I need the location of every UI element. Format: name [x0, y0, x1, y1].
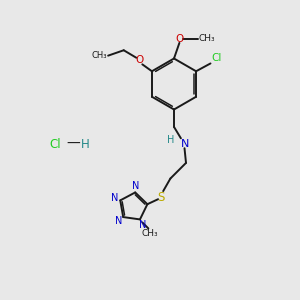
- Text: O: O: [175, 34, 184, 44]
- Text: N: N: [181, 139, 189, 149]
- Text: —: —: [67, 137, 80, 151]
- Text: N: N: [115, 216, 123, 226]
- Text: N: N: [111, 193, 118, 203]
- Text: CH₃: CH₃: [198, 34, 215, 43]
- Text: Cl: Cl: [50, 137, 61, 151]
- Text: S: S: [157, 190, 164, 204]
- Text: H: H: [167, 135, 175, 145]
- Text: CH₃: CH₃: [92, 50, 107, 59]
- Text: H: H: [81, 137, 90, 151]
- Text: N: N: [139, 220, 146, 230]
- Text: Cl: Cl: [211, 53, 222, 63]
- Text: CH₃: CH₃: [142, 229, 158, 238]
- Text: N: N: [132, 182, 140, 191]
- Text: O: O: [135, 55, 143, 65]
